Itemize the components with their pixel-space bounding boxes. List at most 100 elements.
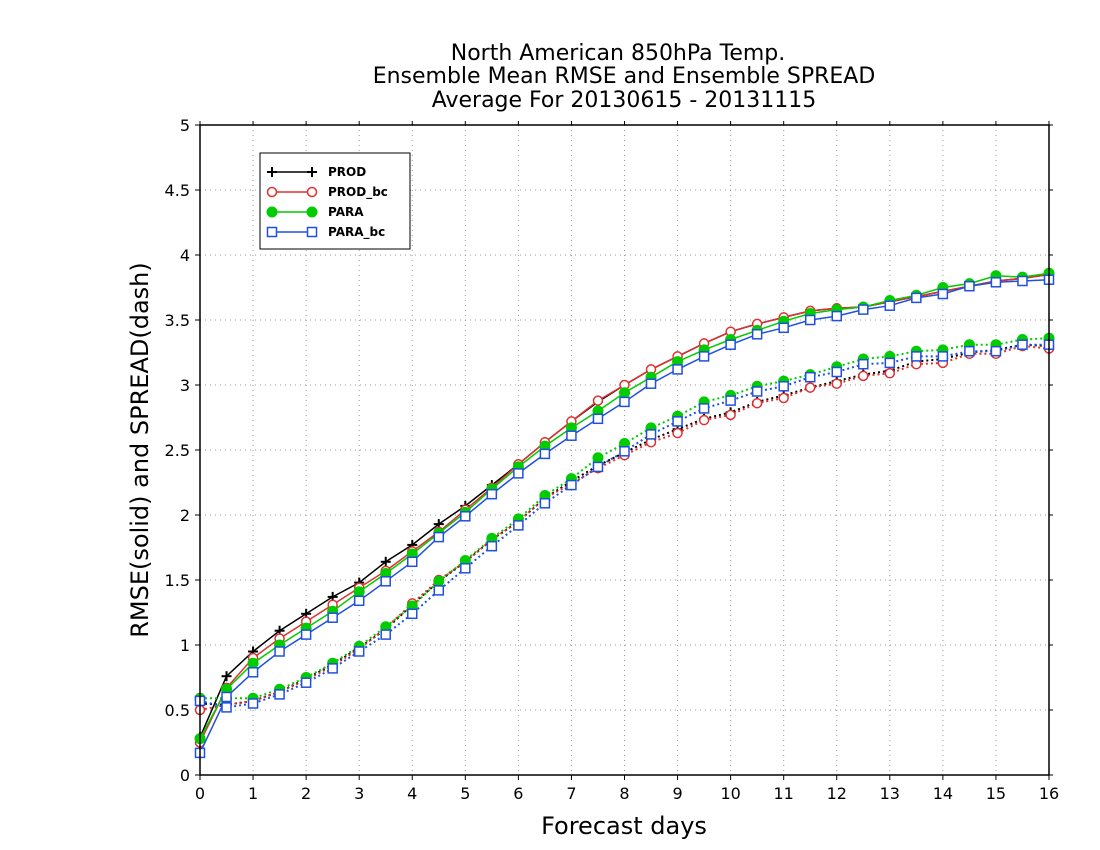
rmse-point-para (353, 586, 365, 598)
spread-point-para-bc (884, 357, 896, 369)
chart-title-line-3: Average For 20130615 - 20131115 (432, 88, 817, 113)
spread-point-para-bc (486, 540, 498, 552)
legend-marker-start (266, 186, 278, 198)
legend: PROD PROD_bc PARA PARA_bc (259, 152, 411, 250)
x-tick-label: 6 (513, 784, 523, 803)
x-tick-label: 2 (301, 784, 311, 803)
spread-point-para-bc (247, 698, 259, 709)
spread-point-para-bc (937, 351, 949, 362)
spread-point-prod-bc (778, 392, 789, 404)
spread-point-para-bc (672, 416, 683, 427)
spread-point-para-bc (407, 608, 418, 620)
spread-point-para (592, 452, 604, 464)
rmse-point-para-bc (619, 396, 630, 408)
rmse-point-para-bc (937, 288, 949, 300)
x-tick-label: 7 (566, 784, 576, 803)
spread-point-para-bc (380, 629, 391, 640)
legend-entry-para-bc: PARA_bc (266, 225, 385, 240)
spread-point-para-bc (804, 371, 816, 383)
legend-marker-start (266, 226, 278, 238)
rmse-point-para-bc (831, 310, 842, 322)
x-tick-label: 4 (407, 784, 417, 803)
spread-point-para-bc (300, 677, 312, 688)
spread-point-para-bc (460, 563, 471, 574)
legend-marker-end (306, 186, 318, 198)
rmse-point-para-bc (566, 430, 577, 441)
x-tick-label: 16 (1039, 784, 1059, 803)
x-tick-label: 15 (986, 784, 1006, 803)
rmse-point-para-bc (327, 612, 338, 623)
rmse-point-para-bc (751, 329, 763, 340)
series-para-bc (194, 274, 1055, 759)
rmse-point-para-bc (486, 488, 498, 500)
spread-point-para-bc (778, 381, 789, 392)
y-tick-label: 2 (180, 506, 190, 525)
spread-point-para-bc (911, 351, 922, 362)
legend-label: PROD_bc (328, 185, 388, 200)
rmse-point-para-bc (884, 300, 896, 311)
spread-point-para-bc (539, 498, 551, 509)
y-tick-label: 4 (180, 246, 190, 265)
spread-point-para-bc (433, 585, 445, 596)
rmse-point-para-bc (221, 691, 232, 703)
y-tick-label: 0.5 (165, 701, 190, 720)
y-axis-label: RMSE(solid) and SPREAD(dash) (126, 262, 154, 638)
spread-point-prod-bc (804, 382, 816, 393)
x-tick-label: 3 (354, 784, 364, 803)
spread-line-prod-bc (199, 344, 1050, 711)
legend-entry-prod: PROD (267, 165, 366, 179)
spread-point-para-bc (353, 646, 365, 657)
axis-ticks: 0 1 2 3 4 5 6 7 8 9 10 11 12 13 14 15 1600.511.522.533.5… (165, 116, 1060, 803)
rmse-point-para-bc (407, 556, 418, 568)
spread-point-para-bc (990, 345, 1002, 357)
y-tick-label: 2.5 (165, 441, 190, 460)
spread-point-para-bc (513, 520, 524, 531)
legend-label: PROD (328, 165, 366, 179)
y-tick-label: 0 (180, 766, 190, 785)
legend-entry-para: PARA (266, 205, 364, 219)
legend-label: PARA_bc (328, 225, 385, 240)
rmse-point-para-bc (990, 277, 1002, 288)
rmse-point-para-bc (380, 576, 391, 587)
spread-point-para-bc (725, 395, 736, 406)
y-tick-label: 1.5 (165, 571, 190, 590)
x-tick-label: 11 (774, 784, 794, 803)
rmse-point-para-bc (858, 304, 869, 315)
rmse-point-para-bc (672, 364, 683, 375)
rmse-point-para-bc (539, 448, 551, 460)
rmse-point-para-bc (698, 351, 710, 362)
rmse-point-para-bc (1017, 275, 1028, 287)
rmse-point-para-bc (247, 667, 259, 678)
spread-point-prod-bc (751, 397, 763, 409)
x-tick-label: 1 (248, 784, 258, 803)
spread-point-para-bc (274, 689, 285, 700)
x-tick-label: 13 (880, 784, 900, 803)
rmse-point-para-bc (592, 413, 604, 425)
legend-entry-prod-bc: PROD_bc (266, 185, 388, 200)
rmse-point-para-bc (804, 314, 816, 326)
spread-point-para-bc (698, 403, 710, 414)
rmse-point-para-bc (274, 646, 285, 657)
legend-label: PARA (328, 205, 364, 219)
rmse-point-prod (380, 556, 391, 567)
spread-point-prod-bc (884, 368, 896, 379)
spread-point-para-bc (964, 345, 975, 357)
rmse-point-para (247, 657, 259, 669)
legend-marker-start (266, 206, 278, 218)
spread-point-para-bc (592, 461, 604, 473)
rmse-point-para-bc (778, 322, 789, 334)
rmse-point-para-bc (460, 511, 471, 522)
spread-line-prod (199, 343, 1050, 706)
rmse-point-para-bc (353, 595, 365, 607)
y-tick-label: 1 (180, 636, 190, 655)
x-tick-label: 9 (672, 784, 682, 803)
spread-point-prod-bc (698, 414, 710, 426)
y-tick-label: 3.5 (165, 311, 190, 330)
legend-marker-end (307, 167, 317, 177)
spread-point-para-bc (858, 358, 869, 370)
chart-title-line-1: North American 850hPa Temp. (451, 41, 786, 66)
spread-point-para-bc (221, 702, 232, 713)
x-tick-label: 8 (619, 784, 629, 803)
rmse-point-para-bc (645, 378, 657, 389)
